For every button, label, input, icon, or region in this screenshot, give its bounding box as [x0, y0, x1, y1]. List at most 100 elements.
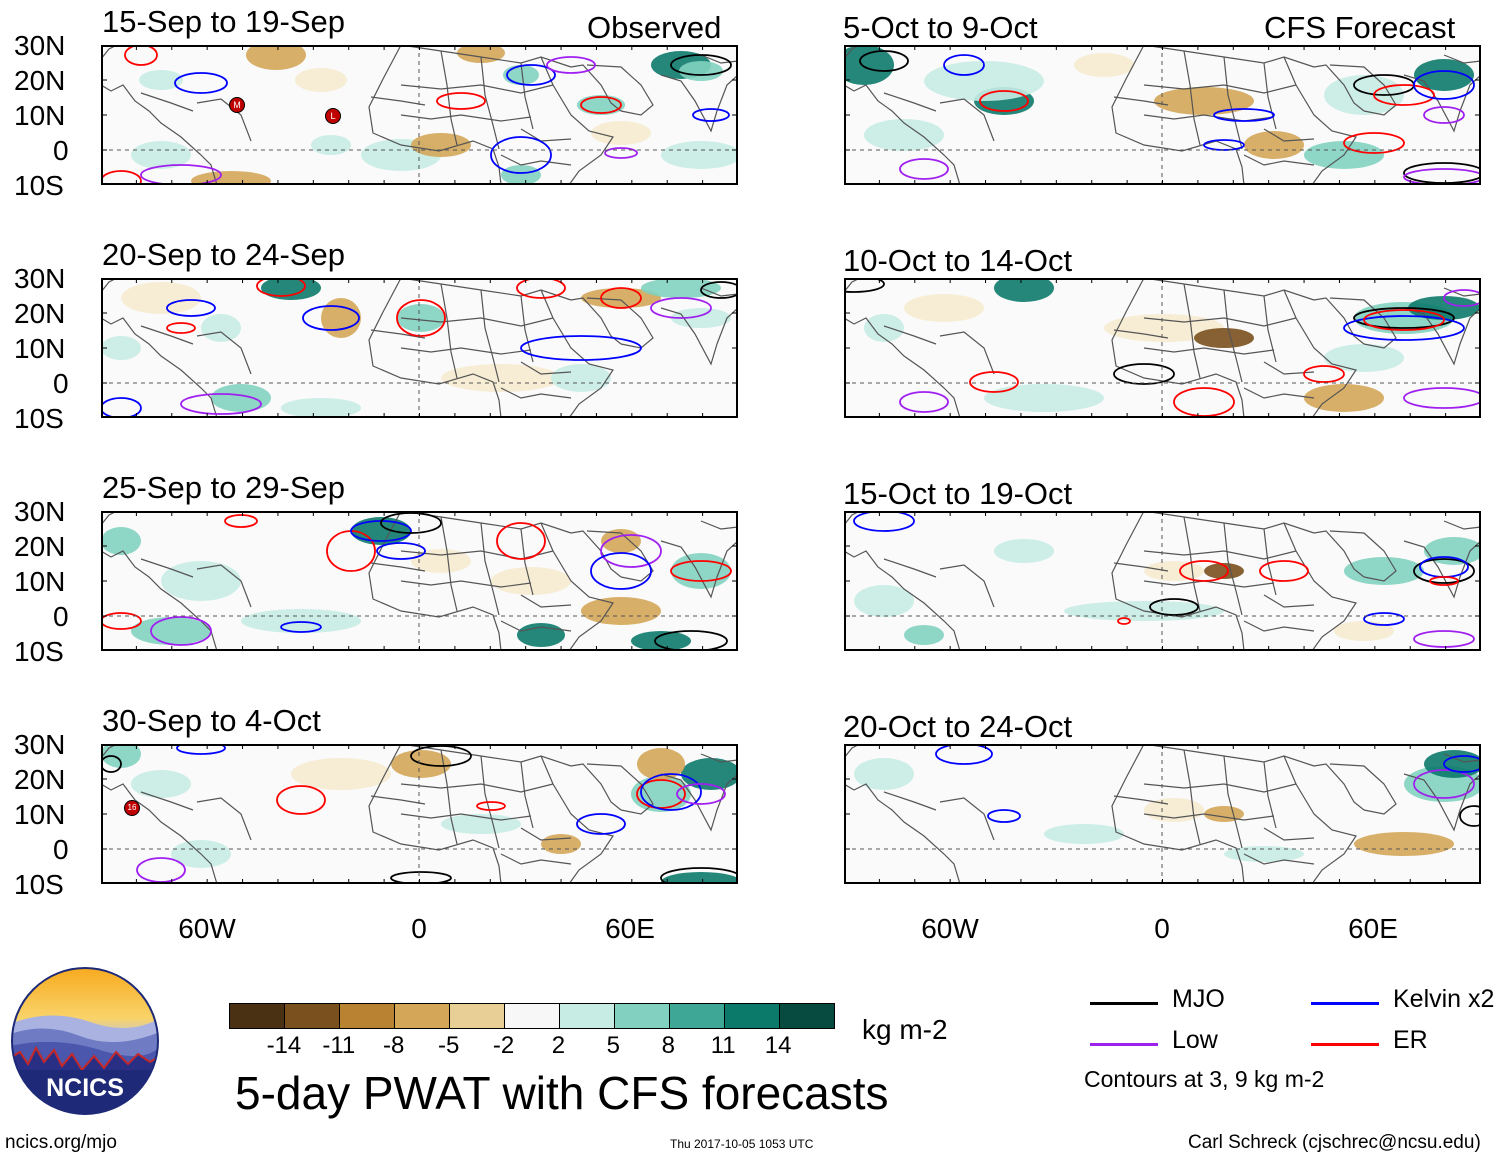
map-canvas	[844, 511, 1481, 651]
pwat-anomaly-blob	[295, 68, 347, 92]
coastline-path	[1403, 307, 1481, 366]
wave-contour	[604, 147, 638, 159]
coastline-path	[1283, 289, 1357, 418]
coastline-path	[939, 797, 995, 841]
pwat-anomaly-blob	[661, 872, 738, 884]
wave-contour	[580, 96, 622, 114]
coastline-path	[368, 278, 502, 418]
pwat-anomaly-blob	[1408, 296, 1480, 320]
pwat-anomaly-blob	[551, 364, 611, 392]
coastline-path	[700, 520, 738, 530]
coastline-path	[1283, 755, 1357, 884]
axis-ticks	[844, 278, 1481, 418]
pwat-anomaly-blob	[321, 298, 361, 338]
wave-contour	[935, 744, 993, 765]
pwat-anomaly-blob	[679, 61, 723, 81]
pwat-anomaly-blob	[131, 617, 211, 645]
map-panel-fcst-15oct	[844, 511, 1481, 651]
coastline-path	[844, 550, 961, 651]
lat-label-eq: 0	[53, 601, 69, 632]
coastline-path	[1113, 329, 1169, 339]
wave-contour	[1423, 106, 1465, 124]
coastline-path	[540, 755, 614, 884]
pwat-anomaly-field	[101, 278, 731, 418]
pwat-anomaly-blob	[844, 45, 894, 85]
wave-contour	[224, 514, 258, 528]
coastlines	[844, 744, 1481, 884]
pwat-anomaly-blob	[139, 70, 183, 90]
pwat-anomaly-blob	[491, 567, 571, 595]
wave-contour	[1149, 598, 1199, 616]
pwat-anomaly-blob	[1204, 563, 1244, 579]
coastline-path	[883, 325, 937, 345]
coastline-path	[400, 744, 572, 767]
coastline-path	[1403, 74, 1481, 133]
legend-er-label: ER	[1393, 1026, 1428, 1054]
coastline-path	[140, 325, 194, 345]
coastline-path	[586, 297, 654, 349]
map-canvas	[844, 45, 1481, 185]
wave-contour	[650, 297, 712, 319]
pwat-anomaly-blob	[311, 135, 351, 155]
colorbar-swatch	[230, 1004, 284, 1028]
lat-label-10s: 10S	[14, 403, 64, 434]
wave-contour	[899, 158, 949, 180]
coastline-path	[140, 558, 194, 578]
pwat-anomaly-blob	[631, 631, 691, 651]
coastline-path	[500, 387, 572, 399]
pwat-anomaly-blob	[661, 141, 738, 169]
wave-contours	[844, 278, 1481, 417]
pwat-anomaly-blob	[161, 561, 241, 601]
map-panel-obs-20sep	[101, 278, 738, 418]
axis-ticks	[101, 744, 738, 884]
coastline-path	[1143, 347, 1275, 355]
wave-contour	[496, 522, 546, 560]
coastline-path	[520, 761, 534, 829]
wave-contour	[280, 621, 322, 633]
wave-contour	[1213, 108, 1275, 122]
map-canvas	[844, 278, 1481, 418]
wave-contour	[256, 278, 306, 297]
pwat-anomaly-blob	[101, 336, 141, 360]
coastline-path	[370, 795, 426, 805]
wave-contours	[853, 511, 1475, 648]
coastline-path	[1443, 287, 1481, 297]
coastline-path	[1243, 387, 1315, 399]
pwat-anomaly-blob	[904, 625, 944, 645]
coastlines	[101, 744, 738, 884]
coastline-path	[1183, 50, 1201, 146]
coastline-path	[586, 763, 654, 815]
pwat-anomaly-blob	[641, 278, 721, 298]
coastline-path	[883, 791, 937, 811]
coastline-path	[939, 98, 995, 142]
pwat-anomaly-blob	[121, 282, 201, 314]
colorbar-tick-label: 11	[710, 1032, 736, 1059]
wave-contour	[180, 393, 262, 415]
pwat-anomaly-blob	[1354, 832, 1454, 856]
storm-marker-lee: L	[325, 108, 341, 124]
wave-contour	[640, 773, 702, 811]
wave-contour	[676, 783, 726, 805]
wave-contour	[1117, 617, 1131, 625]
wave-contour	[670, 560, 732, 582]
pwat-anomaly-blob	[1154, 87, 1254, 115]
pwat-anomaly-blob	[671, 308, 731, 328]
wave-contour	[1373, 84, 1435, 106]
pwat-anomaly-blob	[1194, 328, 1254, 348]
pwat-anomaly-blob	[1324, 344, 1404, 372]
panel-title-obs-3: 25-Sep to 29-Sep	[102, 470, 346, 505]
coastline-path	[520, 62, 534, 130]
axis-ticks	[101, 511, 738, 651]
wave-contour	[899, 391, 949, 413]
wave-contours	[101, 278, 738, 418]
lat-label-eq: 0	[53, 368, 69, 399]
axis-ticks	[844, 744, 1481, 884]
map-panel-obs-15sep	[101, 45, 738, 185]
legend-low-swatch	[1090, 1043, 1158, 1046]
wave-contour	[1343, 132, 1405, 154]
lat-label-10n: 10N	[14, 333, 66, 364]
coastline-path	[1143, 550, 1297, 560]
map-panel-fcst-5oct	[844, 45, 1481, 185]
ncics-logo: NCICS	[10, 966, 160, 1116]
coastline-path	[480, 522, 500, 616]
